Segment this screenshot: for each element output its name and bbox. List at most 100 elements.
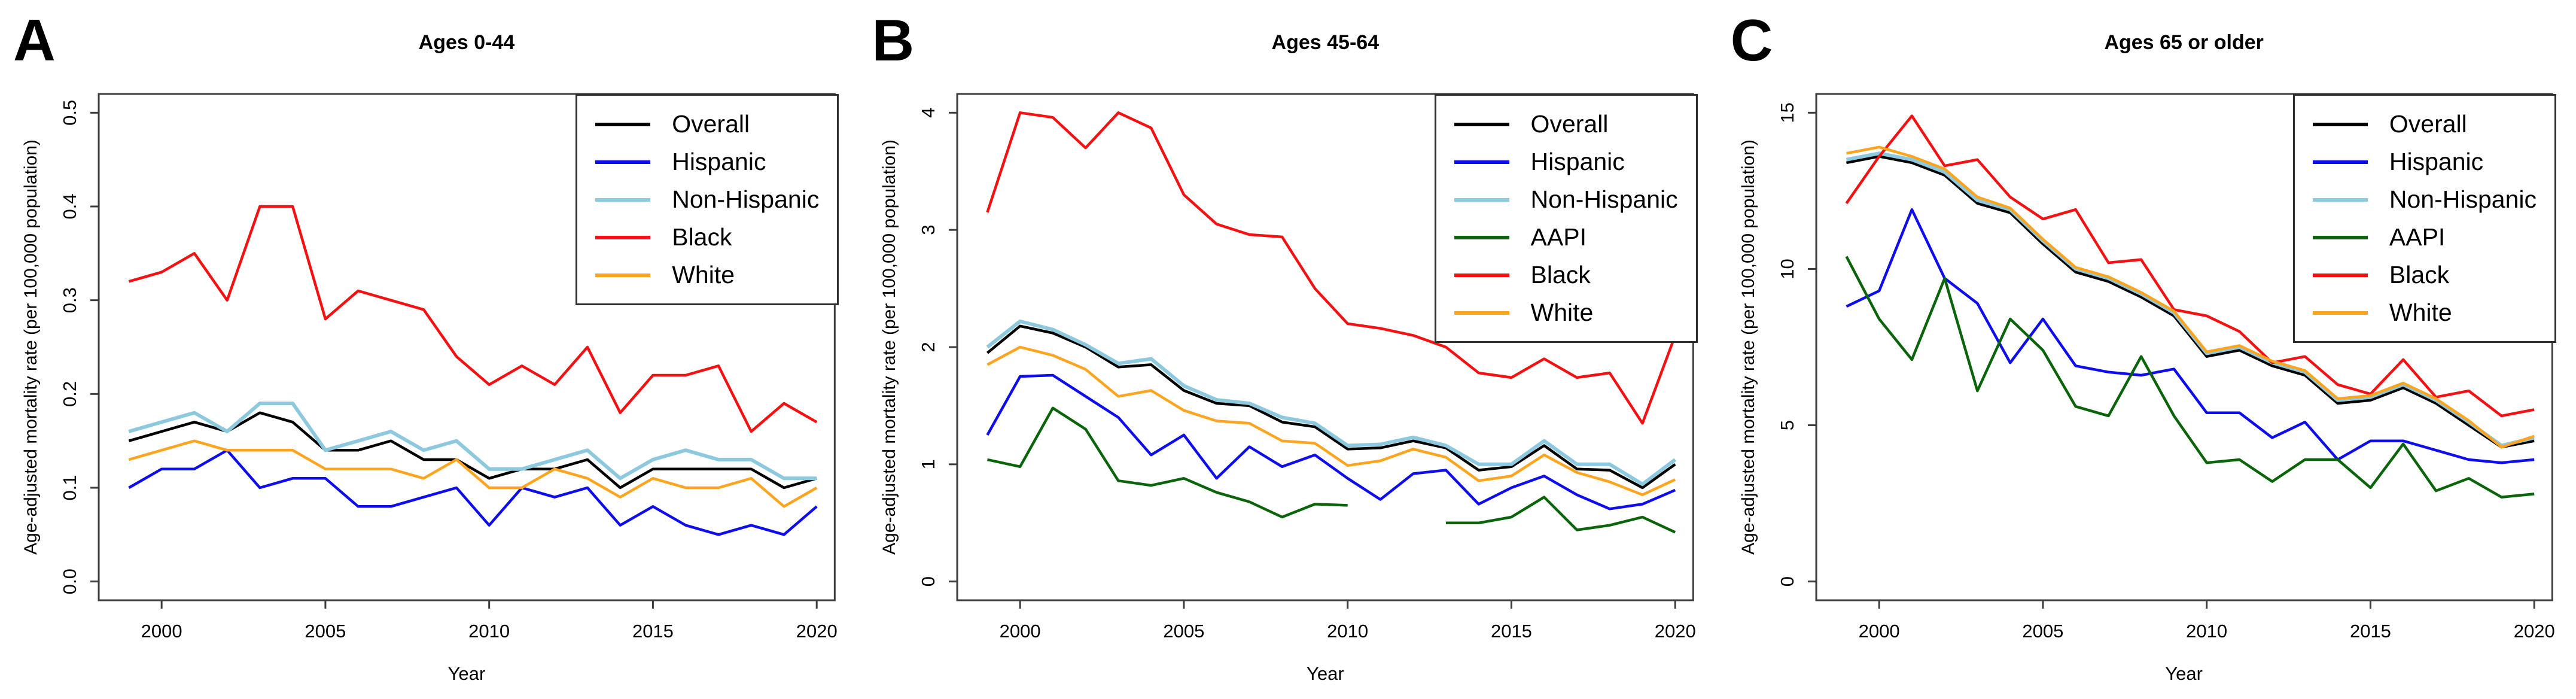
panel-letter: A: [13, 7, 56, 73]
panel-letter: C: [1730, 7, 1773, 73]
legend-swatch-aapi: [2312, 235, 2368, 239]
legend-swatch-non-hispanic: [1454, 197, 1509, 202]
legend-swatch-non-hispanic: [595, 197, 651, 202]
series-line-hispanic: [1846, 208, 2535, 464]
legend-item-white: White: [1454, 300, 1678, 326]
legend-swatch-overall: [2312, 122, 2368, 126]
plot-box: [956, 93, 1695, 601]
x-tick-label: 2015: [632, 621, 674, 642]
x-tick-label: 2010: [2186, 621, 2227, 642]
series-line-hispanic: [128, 449, 818, 536]
series-line-black: [128, 205, 818, 433]
legend-swatch-white: [595, 273, 651, 277]
legend-swatch-hispanic: [2312, 160, 2368, 164]
series-line-black: [1845, 114, 2535, 418]
panel-a: 2000 2005 2010 2015 2020 0.0 0.1 0.2 0.3 0.4 0.5 A…: [0, 0, 858, 699]
legend-item-non-hispanic: Non-Hispanic: [2312, 186, 2537, 214]
plot-box: [98, 93, 836, 601]
legend: Overall Hispanic Non-Hispanic AAPI Black Whit…: [1434, 94, 1698, 344]
legend-swatch-hispanic: [1454, 160, 1509, 164]
legend-swatch-white: [2312, 311, 2368, 315]
legend-item-white: White: [595, 262, 819, 288]
legend-label-white: White: [1530, 299, 1594, 327]
x-tick-label: 2020: [2513, 621, 2554, 642]
legend-swatch-non-hispanic: [2312, 197, 2368, 202]
legend-item-black: Black: [595, 224, 819, 250]
series-line-white: [1846, 145, 2535, 449]
panel-c: 2000 2005 2010 2015 2020 0 5 10 15 C Ages 65 or …: [1718, 0, 2576, 699]
legend-item-hispanic: Hispanic: [595, 148, 819, 176]
legend-label-non-hispanic: Non-Hispanic: [1530, 186, 1678, 214]
legend-label-non-hispanic: Non-Hispanic: [672, 186, 820, 214]
legend-label-black: Black: [2389, 261, 2450, 289]
series-line-hispanic: [986, 373, 1676, 510]
y-tick-label: 0.1: [59, 475, 80, 500]
series-line-white: [986, 345, 1676, 497]
x-axis-label: Year: [2165, 663, 2203, 684]
y-tick-label: 0.5: [59, 100, 80, 126]
panel-a-plot-svg: 2000 2005 2010 2015 2020 0.0 0.1 0.2 0.3 0.4 0.5: [59, 93, 838, 642]
y-tick-label: 0: [1777, 576, 1798, 586]
series-line-overall: [128, 411, 817, 490]
legend-label-overall: Overall: [2389, 110, 2467, 138]
panel-title: Ages 65 or older: [2104, 31, 2264, 54]
x-tick-label: 2000: [1858, 621, 1899, 642]
series-line-overall: [1846, 155, 2535, 449]
legend-label-hispanic: Hispanic: [672, 148, 766, 176]
y-tick-label: 0.0: [59, 569, 80, 594]
series-line-overall: [986, 324, 1676, 490]
legend-item-hispanic: Hispanic: [1454, 148, 1678, 175]
legend-swatch-black: [595, 235, 651, 239]
x-axis-label: Year: [447, 663, 486, 684]
legend-item-white: White: [2312, 299, 2537, 327]
series-line-non-hispanic: [128, 402, 817, 481]
legend-item-overall: Overall: [595, 111, 819, 137]
y-tick-label: 2: [918, 342, 939, 352]
legend-item-non-hispanic: Non-Hispanic: [595, 187, 819, 212]
legend-label-overall: Overall: [1530, 110, 1609, 138]
series-line-black: [986, 111, 1677, 425]
legend-label-non-hispanic: Non-Hispanic: [2389, 186, 2537, 214]
x-tick-label: 2005: [1164, 621, 1205, 642]
x-tick-label: 2005: [2022, 621, 2063, 642]
y-tick-label: 0.2: [59, 381, 80, 407]
legend-swatch-black: [2312, 273, 2368, 277]
legend-swatch-overall: [1454, 122, 1509, 126]
panel-letter: B: [872, 7, 915, 73]
series-line-aapi: [1845, 256, 2535, 499]
series-line-white: [128, 439, 818, 508]
y-tick-label: 0: [918, 576, 939, 586]
x-tick-label: 2010: [1327, 621, 1369, 642]
legend-label-white: White: [2389, 299, 2452, 327]
legend-item-overall: Overall: [1454, 111, 1678, 137]
x-axis-label: Year: [1307, 663, 1344, 684]
series-line-aapi: [1446, 496, 1676, 534]
x-tick-label: 2015: [2350, 621, 2391, 642]
legend-label-aapi: AAPI: [1530, 223, 1587, 251]
panel-b: 2000 2005 2010 2015 2020 0 1 2 3 4 B Ages 45-64 A…: [858, 0, 1717, 699]
y-tick-label: 1: [918, 459, 939, 469]
plot-box: [1815, 93, 2553, 601]
x-tick-label: 2005: [305, 621, 346, 642]
legend-item-black: Black: [2312, 261, 2537, 289]
y-axis-label: Age-adjusted mortality rate (per 100,000…: [879, 139, 900, 555]
x-tick-label: 2015: [1491, 621, 1532, 642]
legend-label-hispanic: Hispanic: [2389, 148, 2484, 176]
legend-item-black: Black: [1454, 262, 1678, 288]
legend-label-black: Black: [672, 223, 732, 251]
panel-title: Ages 45-64: [1271, 31, 1380, 54]
legend-swatch-black: [1454, 273, 1509, 277]
legend: Overall Hispanic Non-Hispanic Black White: [576, 94, 839, 306]
legend-label-overall: Overall: [672, 110, 750, 138]
y-tick-label: 10: [1777, 259, 1798, 279]
legend-label-white: White: [672, 261, 735, 289]
legend-item-hispanic: Hispanic: [2312, 148, 2537, 176]
y-tick-label: 3: [918, 225, 939, 235]
legend-item-aapi: AAPI: [2312, 224, 2537, 250]
x-tick-label: 2020: [796, 621, 838, 642]
legend-item-aapi: AAPI: [1454, 224, 1678, 250]
series-line-non-hispanic: [986, 319, 1677, 487]
x-tick-label: 2020: [1655, 621, 1696, 642]
x-tick-label: 2000: [141, 621, 182, 642]
